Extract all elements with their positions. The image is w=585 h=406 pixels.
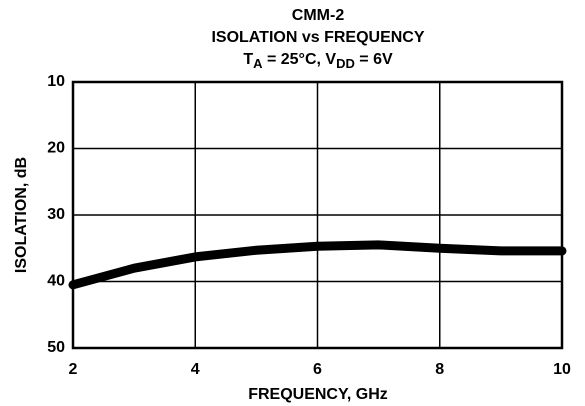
- y-tick-label: 40: [47, 273, 65, 290]
- cond-sub: DD: [336, 56, 355, 71]
- y-tick-label: 10: [47, 73, 65, 90]
- x-tick-label: 4: [191, 361, 200, 378]
- y-tick-label: 50: [47, 339, 65, 356]
- cond-part: = 6V: [355, 51, 393, 68]
- conditions: TA = 25°C, VDD = 6V: [243, 51, 393, 71]
- x-tick-label: 2: [69, 361, 78, 378]
- y-axis-label: ISOLATION, dB: [13, 157, 30, 273]
- cond-part: T: [243, 51, 253, 68]
- cond-sub: A: [253, 56, 263, 71]
- cond-part: = 25°C, V: [263, 51, 337, 68]
- chart-subtitle: ISOLATION vs FREQUENCY: [211, 29, 424, 46]
- y-tick-label: 20: [47, 140, 65, 157]
- x-tick-label: 6: [313, 361, 322, 378]
- y-tick-label: 30: [47, 206, 65, 223]
- x-tick-label: 10: [553, 361, 571, 378]
- x-tick-label: 8: [435, 361, 444, 378]
- data-line: [68, 240, 567, 290]
- x-axis-label: FREQUENCY, GHz: [248, 386, 388, 403]
- chart-title: CMM-2: [292, 7, 345, 24]
